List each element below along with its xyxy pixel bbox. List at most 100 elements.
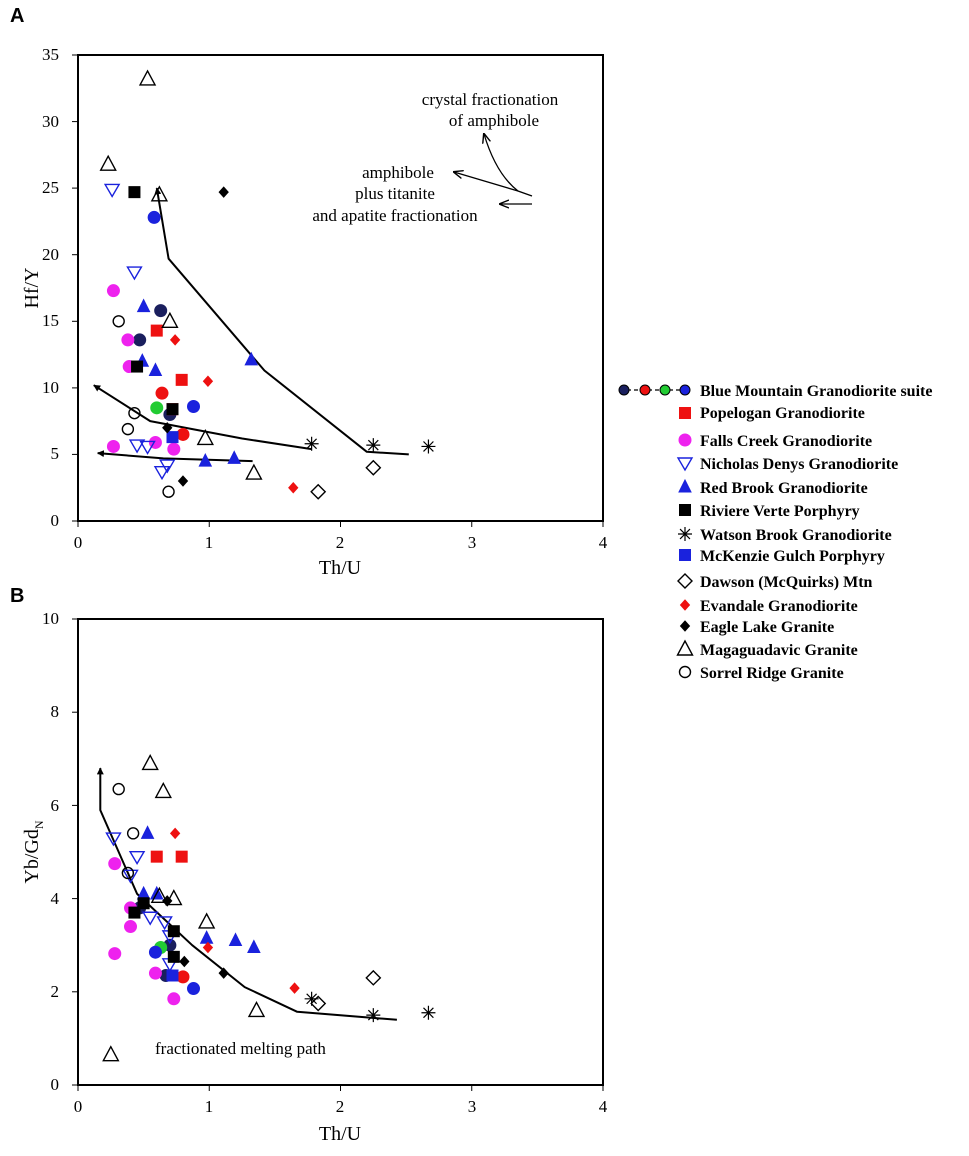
data-point-watson-brook-granodiorite bbox=[421, 1006, 435, 1020]
data-point-popelogan-granodiorite bbox=[176, 374, 187, 385]
data-point-mckenzie-gulch-porphyry bbox=[167, 970, 178, 981]
legend-symbol-evandale-granodiorite bbox=[681, 600, 690, 610]
data-point-watson-brook-granodiorite bbox=[421, 439, 435, 453]
legend-suite-navy-dot bbox=[619, 385, 629, 395]
data-point-eagle-lake-granite bbox=[179, 476, 188, 486]
data-point-sorrel-ridge-granite bbox=[163, 486, 174, 497]
annotation-amphibole: amphibole bbox=[362, 163, 434, 182]
data-point-red-brook-granodiorite bbox=[142, 826, 154, 838]
data-point-riviere-verte-porphyry bbox=[132, 361, 143, 372]
data-point-falls-creek-granodiorite bbox=[168, 443, 180, 455]
data-point-falls-creek-granodiorite bbox=[107, 440, 119, 452]
panel-b-x-tick-label: 4 bbox=[599, 1097, 608, 1116]
fractionation-curve-mid bbox=[94, 385, 312, 449]
data-point-falls-creek-granodiorite bbox=[125, 921, 137, 933]
panel-a-x-tick-label: 2 bbox=[336, 533, 345, 552]
data-point-nicholas-denys-granodiorite bbox=[130, 852, 144, 864]
data-point-falls-creek-granodiorite bbox=[168, 993, 180, 1005]
data-point-sorrel-ridge-granite bbox=[113, 316, 124, 327]
data-point-riviere-verte-porphyry bbox=[168, 926, 179, 937]
data-point-blue-mountain-granodiorite-suite bbox=[151, 402, 163, 414]
data-point-magaguadavic-granite bbox=[199, 914, 214, 928]
data-point-red-brook-granodiorite bbox=[138, 887, 150, 899]
panel-b-y-tick-label: 0 bbox=[51, 1075, 60, 1094]
panel-a-data-points bbox=[101, 71, 436, 499]
data-point-sorrel-ridge-granite bbox=[122, 424, 133, 435]
data-point-watson-brook-granodiorite bbox=[366, 438, 380, 452]
data-point-dawson-mcquirks-mtn bbox=[366, 971, 380, 985]
data-point-popelogan-granodiorite bbox=[151, 851, 162, 862]
data-point-blue-mountain-granodiorite-suite bbox=[149, 946, 161, 958]
panel-b-x-tick-label: 2 bbox=[336, 1097, 345, 1116]
data-point-falls-creek-granodiorite bbox=[107, 285, 119, 297]
legend-label-sorrel-ridge: Sorrel Ridge Granite bbox=[700, 665, 844, 682]
panel-a-y-tick-label: 30 bbox=[42, 112, 59, 131]
panel-b-x-axis-label: Th/U bbox=[319, 1123, 362, 1145]
data-point-nicholas-denys-granodiorite bbox=[143, 912, 157, 924]
data-point-magaguadavic-granite bbox=[246, 465, 261, 479]
panel-b-y-tick-label: 8 bbox=[51, 702, 60, 721]
data-point-watson-brook-granodiorite bbox=[305, 437, 319, 451]
legend-label-riviere-verte: Riviere Verte Porphyry bbox=[700, 503, 860, 520]
data-point-eagle-lake-granite bbox=[219, 968, 228, 978]
data-point-blue-mountain-granodiorite-suite bbox=[148, 211, 160, 223]
legend-symbol-popelogan-granodiorite bbox=[680, 408, 691, 419]
data-point-magaguadavic-granite bbox=[103, 1047, 118, 1061]
arrow-amphibole-fractionation bbox=[484, 134, 532, 196]
legend-symbol-sorrel-ridge-granite bbox=[680, 667, 691, 678]
data-point-nicholas-denys-granodiorite bbox=[105, 184, 119, 196]
panel-b: B 0 2 4 6 8 10 Yb/GdN 0 1 2 3 bbox=[10, 585, 608, 1145]
panel-b-x-tick-label: 3 bbox=[468, 1097, 477, 1116]
data-point-eagle-lake-granite bbox=[180, 957, 189, 967]
data-point-red-brook-granodiorite bbox=[248, 941, 260, 953]
data-point-falls-creek-granodiorite bbox=[149, 967, 161, 979]
panel-b-letter: B bbox=[10, 585, 24, 607]
data-point-evandale-granodiorite bbox=[290, 983, 299, 993]
data-point-falls-creek-granodiorite bbox=[109, 948, 121, 960]
panel-b-y-axis: 0 2 4 6 8 10 Yb/GdN bbox=[21, 609, 78, 1094]
data-point-evandale-granodiorite bbox=[203, 376, 212, 386]
legend-symbol-eagle-lake-granite bbox=[681, 621, 690, 631]
data-point-sorrel-ridge-granite bbox=[128, 828, 139, 839]
panel-a-y-tick-label: 0 bbox=[51, 511, 60, 530]
legend-symbol-red-brook-granodiorite bbox=[679, 480, 691, 492]
legend-label-evandale: Evandale Granodiorite bbox=[700, 598, 858, 615]
legend-symbol-mckenzie-gulch-porphyry bbox=[680, 550, 691, 561]
panel-a-y-tick-label: 10 bbox=[42, 378, 59, 397]
data-point-popelogan-granodiorite bbox=[151, 325, 162, 336]
data-point-red-brook-granodiorite bbox=[230, 934, 242, 946]
legend-symbol-magaguadavic-granite bbox=[678, 641, 693, 655]
panel-b-x-tick-label: 1 bbox=[205, 1097, 214, 1116]
panel-a-annotations: crystal fractionation of amphibole amphi… bbox=[312, 90, 558, 225]
data-point-evandale-granodiorite bbox=[289, 483, 298, 493]
panel-a-y-tick-label: 15 bbox=[42, 311, 59, 330]
panel-b-y-tick-label: 4 bbox=[51, 889, 60, 908]
data-point-riviere-verte-porphyry bbox=[138, 898, 149, 909]
data-point-falls-creek-granodiorite bbox=[109, 858, 121, 870]
fractionation-curve-main bbox=[157, 188, 409, 454]
legend-label-watson-brook: Watson Brook Granodiorite bbox=[700, 527, 892, 544]
legend-symbol-dawson-mcquirks-mtn bbox=[678, 574, 692, 588]
panel-b-y-axis-label-subscript: N bbox=[32, 820, 46, 829]
panel-a-y-axis-label: Hf/Y bbox=[21, 267, 43, 308]
data-point-riviere-verte-porphyry bbox=[167, 404, 178, 415]
panel-b-y-axis-label-main: Yb/Gd bbox=[21, 829, 43, 883]
legend-label-blue-mountain: Blue Mountain Granodiorite suite bbox=[700, 383, 932, 400]
legend-symbols bbox=[678, 408, 693, 678]
legend-label-popelogan: Popelogan Granodiorite bbox=[700, 405, 865, 422]
panel-a-y-axis: 0 5 10 15 20 25 30 35 Hf/Y bbox=[21, 45, 78, 530]
data-point-dawson-mcquirks-mtn bbox=[311, 485, 325, 499]
legend-suite-red-dot bbox=[640, 385, 650, 395]
panel-b-y-tick-label: 6 bbox=[51, 796, 60, 815]
data-point-blue-mountain-granodiorite-suite bbox=[177, 428, 189, 440]
data-point-magaguadavic-granite bbox=[249, 1002, 264, 1016]
data-point-magaguadavic-granite bbox=[140, 71, 155, 85]
data-point-red-brook-granodiorite bbox=[138, 300, 150, 312]
legend-label-dawson: Dawson (McQuirks) Mtn bbox=[700, 574, 873, 591]
data-point-evandale-granodiorite bbox=[203, 943, 212, 953]
data-point-blue-mountain-granodiorite-suite bbox=[188, 400, 200, 412]
data-point-dawson-mcquirks-mtn bbox=[366, 461, 380, 475]
data-point-eagle-lake-granite bbox=[219, 187, 228, 197]
panel-a-x-tick-label: 3 bbox=[468, 533, 477, 552]
legend-suite-green-dot bbox=[660, 385, 670, 395]
